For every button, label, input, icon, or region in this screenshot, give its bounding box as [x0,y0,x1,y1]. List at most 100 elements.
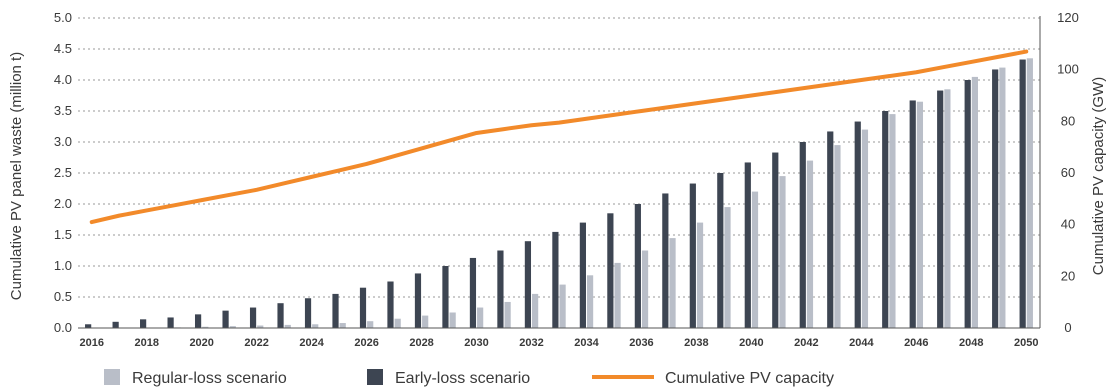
bar-early-loss [442,266,449,328]
bar-regular-loss [834,145,841,328]
x-tick-label: 2036 [629,337,653,349]
y-tick-label: 2.5 [54,165,72,180]
bars [85,58,1033,329]
bar-regular-loss [532,293,539,328]
bar-regular-loss [669,238,676,328]
bar-early-loss [304,298,312,328]
bar-early-loss [744,162,751,328]
x-tick-label: 2020 [189,337,213,349]
bar-early-loss [469,257,477,328]
capacity-line-group [89,49,1029,225]
bar-regular-loss [944,89,951,328]
bar-early-loss [937,90,944,328]
bar-early-loss [249,307,257,328]
y2-tick-label: 20 [1061,268,1075,283]
bar-early-loss [414,273,422,328]
bar-regular-loss [889,114,896,328]
bar-regular-loss [779,176,786,328]
y-tick-label: 5.0 [54,10,72,25]
bar-regular-loss [861,129,869,328]
x-tick-label: 2040 [739,337,763,349]
x-tick-label: 2028 [409,337,433,349]
bar-early-loss [387,281,394,328]
bar-regular-loss [751,191,759,328]
bar-early-loss [1019,59,1026,328]
bar-regular-loss [999,67,1006,328]
x-tick-label: 2016 [80,337,104,349]
y-tick-label: 1.5 [54,227,72,242]
x-tick-label: 2038 [684,337,708,349]
x-tick-label: 2022 [244,337,268,349]
legend-label-early-loss: Early-loss scenario [395,370,530,387]
capacity-line [89,49,1029,225]
x-tick-label: 2042 [794,337,818,349]
bar-early-loss [717,173,724,328]
y-tick-label: 4.0 [54,72,72,87]
x-tick-label: 2018 [134,337,158,349]
bar-early-loss [497,250,504,328]
bar-regular-loss [257,325,264,328]
legend: Regular-loss scenario Early-loss scenari… [104,369,834,387]
bar-regular-loss [916,101,924,328]
x-tick-label: 2034 [574,337,599,349]
y-tick-label: 2.0 [54,196,72,211]
bar-regular-loss [202,326,209,328]
bar-early-loss [112,321,119,328]
y-axis-title: Cumulative PV panel waste (million t) [8,52,25,300]
y-tick-label: 3.5 [54,103,72,118]
bar-early-loss [194,314,202,328]
bar-early-loss [854,121,861,328]
y-tick-label: 0.0 [54,320,72,335]
legend-label-regular-loss: Regular-loss scenario [132,370,287,387]
y2-tick-label: 80 [1061,113,1075,128]
bar-regular-loss [614,262,621,328]
bar-regular-loss [477,307,484,328]
bar-early-loss [140,319,147,328]
bar-regular-loss [696,222,704,328]
bar-regular-loss [1026,58,1033,329]
bar-early-loss [85,324,92,328]
bar-early-loss [524,241,532,328]
bar-early-loss [827,131,834,328]
legend-swatch-early-loss [367,369,383,385]
x-tick-label: 2024 [299,337,324,349]
x-tick-label: 2044 [849,337,874,349]
y2-tick-label: 0 [1064,320,1071,335]
x-tick-label: 2050 [1014,337,1038,349]
bar-regular-loss [394,318,401,328]
bar-regular-loss [284,324,291,328]
bar-regular-loss [806,160,814,328]
bar-early-loss [689,183,696,328]
bar-early-loss [662,193,669,328]
bar-early-loss [359,287,367,328]
bar-early-loss [607,213,614,328]
y2-tick-label: 40 [1061,217,1075,232]
y-tick-label: 0.5 [54,289,72,304]
bar-regular-loss [229,326,236,328]
x-tick-label: 2030 [464,337,488,349]
bar-regular-loss [449,312,456,328]
bar-early-loss [579,222,586,328]
bar-early-loss [222,310,229,328]
y-tick-label: 3.0 [54,134,72,149]
y-tick-label: 1.0 [54,258,72,273]
bar-early-loss [634,204,641,328]
y2-tick-label: 100 [1057,62,1079,77]
bar-regular-loss [586,275,594,328]
gridlines [78,17,1040,298]
y-tick-label: 4.5 [54,41,72,56]
bar-regular-loss [971,76,978,329]
bar-regular-loss [559,284,566,328]
bar-regular-loss [339,323,346,328]
axes: Cumulative PV panel waste (million t) Cu… [8,10,1107,349]
bar-early-loss [552,231,559,328]
y2-axis-title: Cumulative PV capacity (GW) [1090,77,1107,275]
x-tick-label: 2048 [959,337,983,349]
bar-regular-loss [641,250,649,328]
x-tick-label: 2032 [519,337,543,349]
bar-early-loss [799,142,806,328]
bar-regular-loss [504,301,511,328]
bar-early-loss [277,303,284,328]
